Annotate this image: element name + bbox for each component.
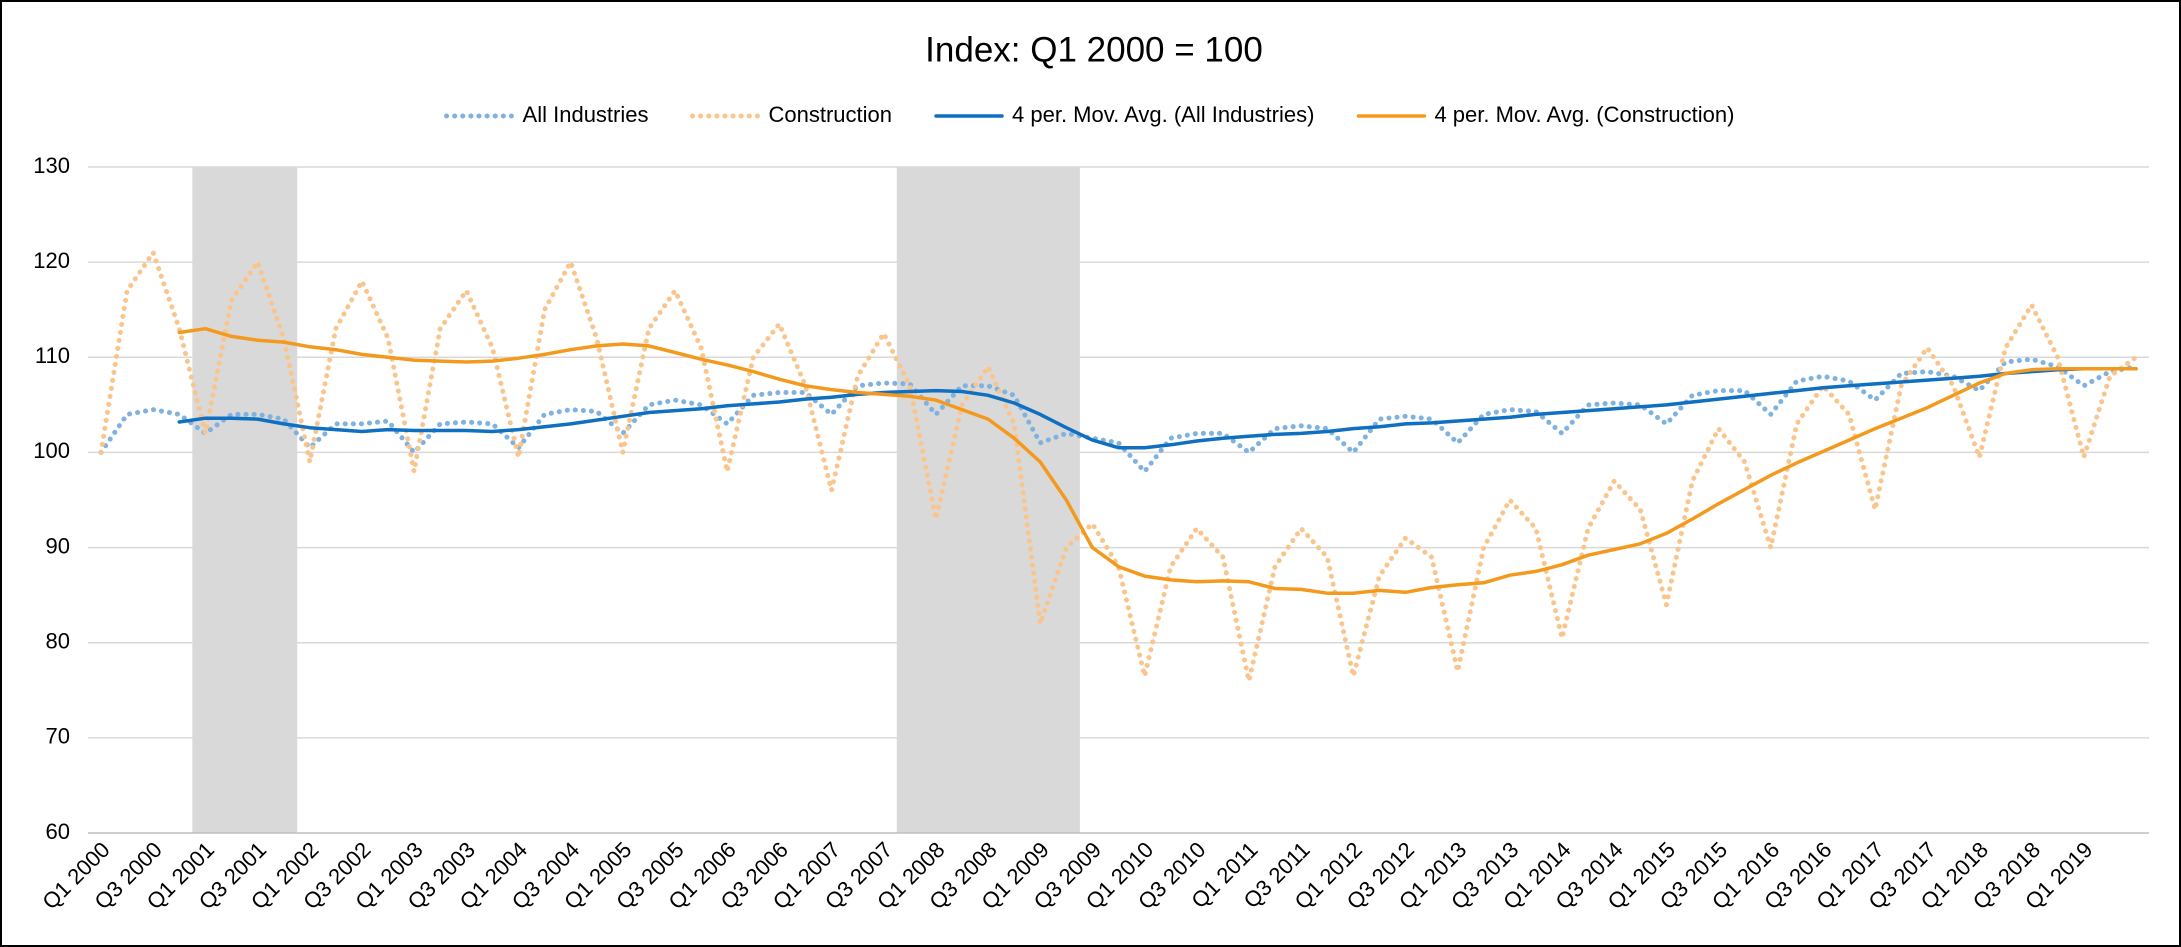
y-tick-label: 80	[46, 629, 70, 654]
chart-title: Index: Q1 2000 = 100	[925, 30, 1263, 69]
y-tick-label: 90	[46, 533, 70, 558]
legend-label: 4 per. Mov. Avg. (All Industries)	[1012, 102, 1314, 127]
shaded-bar	[244, 167, 272, 833]
shaded-bar	[1027, 167, 1054, 833]
y-tick-label: 60	[46, 819, 70, 844]
series-line	[177, 326, 2138, 595]
shaded-bar	[270, 167, 298, 833]
shaded-bar	[218, 167, 246, 833]
y-tick-label: 130	[33, 153, 70, 178]
legend-label: 4 per. Mov. Avg. (Construction)	[1434, 102, 1734, 127]
shaded-bar	[975, 167, 1002, 833]
shaded-bar	[192, 167, 219, 833]
y-tick-label: 70	[46, 724, 70, 749]
shaded-bar	[922, 167, 950, 833]
y-tick-label: 100	[33, 438, 70, 463]
y-tick-label: 120	[33, 248, 70, 273]
legend-label: All Industries	[523, 102, 649, 127]
shaded-bar	[948, 167, 976, 833]
y-tick-label: 110	[35, 343, 70, 368]
legend-label: Construction	[769, 102, 893, 127]
series-line	[98, 356, 2139, 474]
series-line	[177, 366, 2138, 450]
shaded-bar	[896, 167, 924, 833]
